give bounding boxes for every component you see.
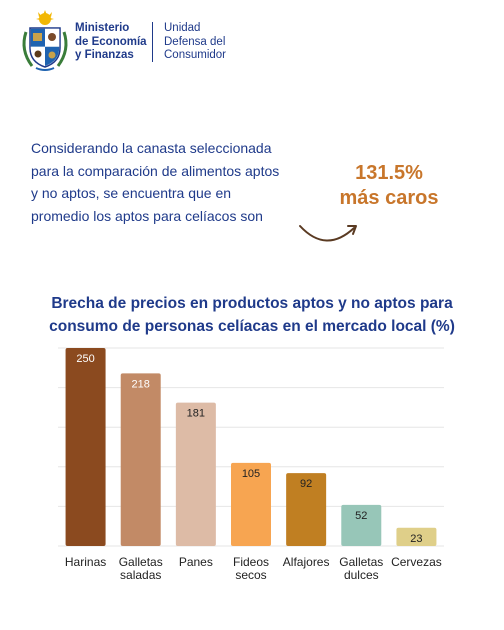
bar-value-label: 52 — [355, 510, 367, 522]
coat-of-arms-logo — [22, 10, 68, 71]
ministry-line: Ministerio — [75, 22, 130, 34]
ministry-line: y Finanzas — [75, 49, 134, 61]
unit-name: Unidad Defensa del Consumidor — [164, 22, 226, 63]
intro-line: para la comparación de alimentos aptos — [31, 162, 280, 179]
highlight-value: 131.5% — [355, 162, 423, 184]
intro-line: y no aptos, se encuentra que en — [31, 185, 232, 201]
chart-title: Brecha de precios en productos aptos y n… — [0, 292, 504, 338]
category-label: Panes — [179, 555, 213, 569]
bar — [341, 504, 382, 546]
intro-text: Considerando la canasta seleccionada par… — [31, 137, 306, 227]
chart-title-line: consumo de personas celíacas en el merca… — [49, 318, 455, 335]
bar-value-label: 23 — [410, 533, 422, 545]
ministry-name: Ministerio de Economía y Finanzas — [75, 22, 147, 63]
unit-line: Consumidor — [164, 49, 226, 61]
bar-value-label: 218 — [132, 378, 150, 390]
intro-line: promedio los aptos para celíacos son — [31, 207, 263, 224]
chart-title-line: Brecha de precios en productos aptos y n… — [51, 295, 453, 312]
bar — [286, 473, 327, 546]
category-label: Alfajores — [283, 555, 330, 569]
bar-value-label: 181 — [187, 408, 205, 420]
category-label: Galletas dulces — [339, 555, 383, 582]
bar — [120, 373, 161, 546]
bar — [231, 462, 271, 546]
curved-arrow-icon — [299, 225, 357, 242]
bar — [175, 402, 216, 546]
highlight-text: más caros — [339, 187, 439, 209]
header-divider — [152, 22, 153, 62]
category-label: Harinas — [65, 555, 106, 569]
unit-line: Unidad — [164, 22, 201, 34]
bar-value-label: 92 — [300, 478, 312, 490]
bar — [396, 527, 437, 546]
category-label: Galletas saladas — [119, 555, 163, 582]
unit-line: Defensa del — [164, 35, 226, 48]
price-gap-highlight: 131.5% más caros — [310, 161, 468, 211]
intro-line: Considerando la canasta seleccionada — [31, 140, 272, 156]
category-label: Fideos secos — [233, 555, 269, 582]
category-label: Cervezas — [391, 555, 442, 569]
bar — [65, 348, 106, 546]
bar-value-label: 105 — [242, 468, 260, 480]
bar-value-label: 250 — [76, 353, 94, 365]
ministry-line: de Economía — [75, 35, 147, 48]
header: Ministerio de Economía y Finanzas Unidad… — [18, 10, 498, 72]
